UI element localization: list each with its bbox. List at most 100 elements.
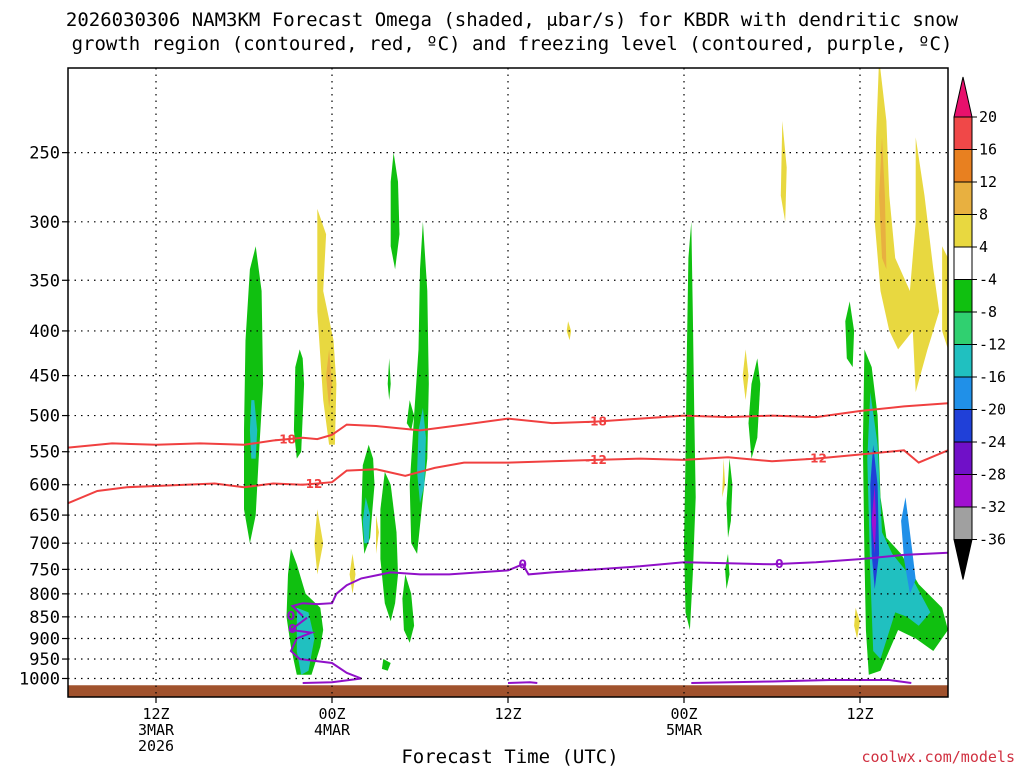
omega-shade-up-17 <box>748 358 761 459</box>
omega-shade-up-2 <box>293 349 305 459</box>
contour-label: 0 <box>288 622 296 636</box>
colorbar-label: -8 <box>979 303 997 321</box>
colorbar-segment <box>953 441 973 475</box>
omega-shade-down-34 <box>722 458 726 498</box>
contour-label: -12 <box>805 452 827 466</box>
omega-shade-down-30 <box>376 515 379 554</box>
omega-shade-up-4 <box>296 607 315 675</box>
omega-shade-up-16 <box>726 458 733 538</box>
omega-shade-down-33 <box>780 121 787 222</box>
x-tick-label: 00Z <box>670 705 697 723</box>
colorbar-segment <box>953 149 973 183</box>
y-tick-label: 350 <box>29 271 60 291</box>
omega-shade-up-18 <box>725 553 730 590</box>
y-tick-label: 800 <box>29 585 60 605</box>
credit-text: coolwx.com/models <box>861 748 1015 766</box>
colorbar-segment <box>953 279 973 313</box>
contour--12 <box>68 449 948 505</box>
omega-shade-up-23 <box>871 484 877 554</box>
colorbar-label: -32 <box>979 498 1006 516</box>
y-tick-label: 1000 <box>19 669 60 689</box>
contour-0-sfc1 <box>507 681 538 684</box>
contour-label: 0 <box>287 609 295 623</box>
omega-shade-down-26 <box>317 208 337 445</box>
x-tick-label: 00Z <box>318 705 345 723</box>
y-tick-label: 550 <box>29 443 60 463</box>
omega-shade-down-36 <box>874 68 940 393</box>
contour-0 <box>290 551 948 617</box>
y-tick-label: 750 <box>29 560 60 580</box>
omega-shade-down-27 <box>326 349 332 408</box>
omega-shade-down-32 <box>742 349 749 401</box>
colorbar-segment <box>953 214 973 248</box>
contour-label: -18 <box>274 432 296 446</box>
colorbar-segment <box>953 116 973 150</box>
omega-shade-up-19 <box>845 301 855 368</box>
colorbar-label: 20 <box>979 108 997 126</box>
colorbar-label: 12 <box>979 173 997 191</box>
colorbar-segment <box>953 474 973 508</box>
colorbar-segment <box>953 344 973 378</box>
colorbar-segment <box>953 376 973 410</box>
chart-title-line2: growth region (contoured, red, ºC) and f… <box>72 33 953 55</box>
omega-shade-up-8 <box>387 358 391 401</box>
x-tick-label: 12Z <box>494 705 521 723</box>
chart-title-line1: 2026030306 NAM3KM Forecast Omega (shaded… <box>66 9 959 31</box>
omega-shade-up-12 <box>406 400 415 431</box>
colorbar-label: -4 <box>979 271 997 289</box>
y-tick-label: 850 <box>29 608 60 628</box>
y-tick-label: 900 <box>29 630 60 650</box>
omega-shade-up-14 <box>381 659 391 671</box>
y-tick-label: 250 <box>29 144 60 164</box>
contour-0-sfc2 <box>691 679 912 684</box>
colorbar-top-arrow <box>953 76 973 118</box>
colorbar-label: -20 <box>979 401 1006 419</box>
contour-label: 0 <box>518 557 526 571</box>
plot-frame <box>67 67 949 698</box>
y-tick-label: 300 <box>29 213 60 233</box>
omega-shade-up-7 <box>390 152 400 270</box>
omega-shade-up-6 <box>362 497 371 544</box>
y-tick-label: 650 <box>29 506 60 526</box>
omega-shade-up-21 <box>867 392 931 659</box>
colorbar-segment <box>953 409 973 443</box>
omega-shade-up-11 <box>417 407 426 504</box>
omega-shade-up-13 <box>402 574 415 643</box>
x-tick-label: 12Z <box>846 705 873 723</box>
colorbar-label: -16 <box>979 368 1006 386</box>
y-tick-label: 400 <box>29 322 60 342</box>
colorbar-bottom-arrow <box>953 539 973 580</box>
colorbar-label: -36 <box>979 531 1006 549</box>
colorbar-label: -12 <box>979 336 1006 354</box>
x-tick-label: 5MAR <box>666 721 703 739</box>
colorbar-label: -24 <box>979 433 1006 451</box>
colorbar: 20 16 12 8 4 -4 -8 -12 -16 -20 -24 -28 -32 -36 <box>953 76 1006 580</box>
y-tick-label: 600 <box>29 476 60 496</box>
omega-shade-up-9 <box>380 471 398 622</box>
ground-fill <box>68 685 948 697</box>
contour-label: -12 <box>301 477 323 491</box>
omega-shade-down-35 <box>854 607 860 639</box>
x-tick-label: 2026 <box>138 737 174 755</box>
contour-label: -12 <box>585 453 607 467</box>
x-tick-label: 3MAR <box>138 721 175 739</box>
omega-shade-up-0 <box>244 246 264 544</box>
contour-label: -18 <box>585 415 607 429</box>
y-tick-label: 700 <box>29 534 60 554</box>
contour--18 <box>68 402 948 449</box>
omega-shade-down-37 <box>879 137 887 270</box>
omega-shade-down-28 <box>314 509 324 575</box>
x-tick-label: 4MAR <box>314 721 351 739</box>
grid <box>68 68 948 697</box>
contour-0-lower <box>288 616 362 684</box>
colorbar-label: 4 <box>979 238 988 256</box>
colorbar-label: 16 <box>979 141 997 159</box>
colorbar-segment <box>953 506 973 540</box>
omega-shade-down-38 <box>942 246 948 350</box>
colorbar-label: -28 <box>979 466 1006 484</box>
omega-shade-up-24 <box>901 497 916 594</box>
contour-label: 0 <box>775 557 783 571</box>
omega-shade-up-15 <box>684 221 696 631</box>
